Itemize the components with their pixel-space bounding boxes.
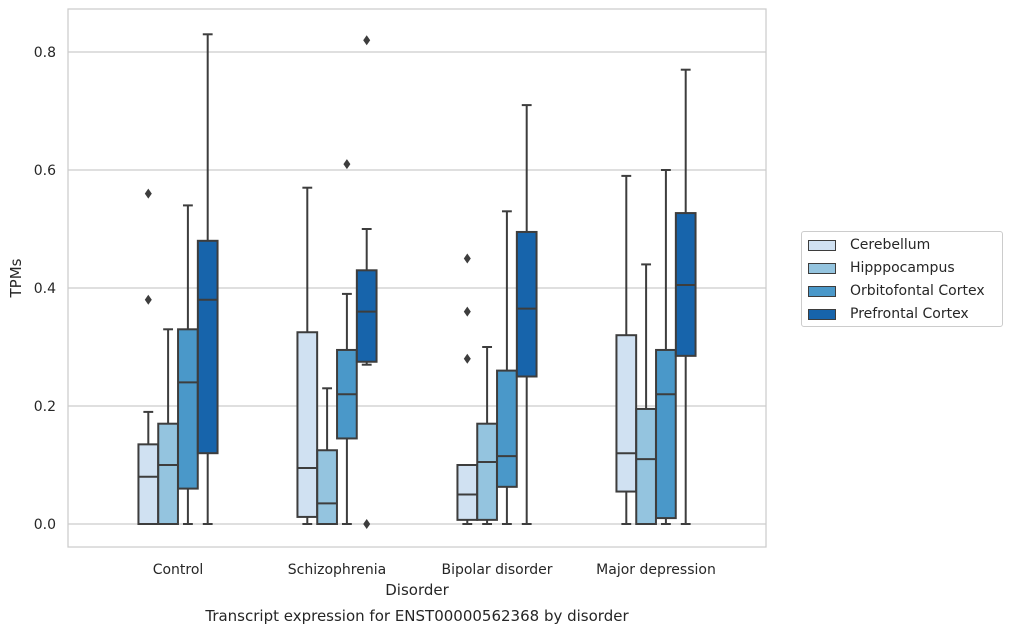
outlier-point xyxy=(463,353,471,364)
plot-frame xyxy=(67,8,767,548)
iqr-box xyxy=(177,328,199,490)
y-tick-label: 0.4 xyxy=(34,281,56,297)
legend-item: Cerebellum xyxy=(808,235,930,255)
legend-label: Hipppocampus xyxy=(850,260,955,276)
box-prefrontal-cortex xyxy=(355,35,378,529)
box-prefrontal-cortex xyxy=(515,104,538,525)
x-tick-label: Schizophrenia xyxy=(288,562,386,578)
box-orbitofontal-cortex xyxy=(177,204,199,525)
box-cerebellum xyxy=(456,253,479,525)
iqr-box xyxy=(157,422,179,526)
iqr-box xyxy=(476,422,498,521)
legend-item: Hipppocampus xyxy=(808,258,955,278)
y-tick-label: 0.6 xyxy=(34,163,56,179)
legend-item: Prefrontal Cortex xyxy=(808,304,969,324)
outlier-point xyxy=(343,159,351,170)
box-layer xyxy=(137,33,697,529)
y-tick-labels: 0.0 0.2 0.4 0.6 0.8 xyxy=(34,45,56,533)
box-hipppocampus xyxy=(476,346,498,525)
box-cerebellum xyxy=(296,186,319,525)
iqr-box xyxy=(615,334,638,493)
outlier-point xyxy=(363,35,371,46)
legend-swatch xyxy=(808,262,836,274)
outlier-point xyxy=(363,519,371,529)
iqr-box xyxy=(296,331,319,518)
iqr-box xyxy=(635,407,657,526)
y-axis-label: TPMs xyxy=(7,258,25,298)
x-tick-label: Control xyxy=(153,562,204,578)
box-cerebellum xyxy=(615,174,638,525)
legend-swatch xyxy=(808,308,836,320)
legend: Cerebellum Hipppocampus Orbitofontal Corte… xyxy=(801,231,1003,327)
outlier-point xyxy=(144,188,152,199)
box-cerebellum xyxy=(137,188,160,526)
legend-label: Prefrontal Cortex xyxy=(850,306,969,322)
x-tick-labels: Control Schizophrenia Bipolar disorder Majo… xyxy=(153,562,716,578)
y-tick-label: 0.0 xyxy=(34,517,56,533)
y-tick-label: 0.8 xyxy=(34,45,56,61)
box-orbitofontal-cortex xyxy=(655,169,677,525)
outlier-point xyxy=(463,306,471,317)
box-orbitofontal-cortex xyxy=(496,210,518,525)
legend-swatch xyxy=(808,285,836,297)
outlier-point xyxy=(144,294,152,305)
iqr-box xyxy=(316,449,338,525)
box-hipppocampus xyxy=(316,387,338,525)
iqr-box xyxy=(515,230,538,378)
x-tick-label: Bipolar disorder xyxy=(441,562,552,578)
legend-item: Orbitofontal Cortex xyxy=(808,281,985,301)
iqr-box xyxy=(496,369,518,488)
box-hipppocampus xyxy=(635,263,657,526)
legend-label: Orbitofontal Cortex xyxy=(850,283,985,299)
x-tick-label: Major depression xyxy=(596,562,716,578)
iqr-box xyxy=(355,269,378,363)
iqr-box xyxy=(196,239,219,455)
box-prefrontal-cortex xyxy=(196,33,219,525)
iqr-box xyxy=(456,464,479,521)
outlier-point xyxy=(463,253,471,264)
figure-caption: Transcript expression for ENST0000056236… xyxy=(205,607,629,625)
legend-swatch xyxy=(808,239,836,251)
iqr-box xyxy=(655,348,677,520)
box-orbitofontal-cortex xyxy=(336,159,358,525)
y-tick-label: 0.2 xyxy=(34,399,56,415)
x-axis-label: Disorder xyxy=(385,581,449,599)
legend-label: Cerebellum xyxy=(850,237,931,253)
iqr-box xyxy=(137,443,160,526)
box-hipppocampus xyxy=(157,328,179,526)
box-prefrontal-cortex xyxy=(674,68,697,525)
